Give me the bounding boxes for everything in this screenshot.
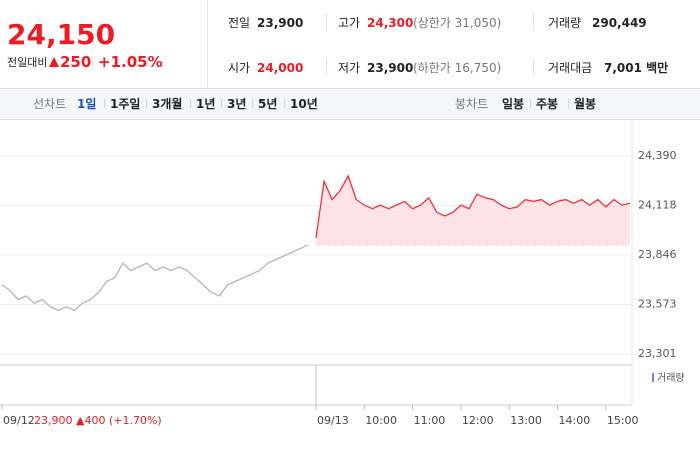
separator [533,13,534,31]
prev-close: 23,900 [257,16,304,30]
tab-divider: | [283,98,287,109]
open-label: 시가 [228,61,251,75]
open: 24,000 [257,61,304,75]
x-tick-label: 11:00 [414,414,446,427]
line [315,174,631,238]
change-label: 전일대비 [7,56,48,69]
tab[interactable]: 1년 [196,97,216,111]
y-tick-label: 23,573 [638,297,677,310]
tab: 선차트 [33,97,67,111]
tab[interactable]: 10년 [290,97,318,111]
volume-legend-swatch [652,373,654,382]
y-tick-label: 23,846 [638,248,677,261]
low-label: 저가 [338,61,361,75]
tab-divider: | [529,98,533,109]
low: 23,900 [367,61,414,75]
separator [533,58,534,76]
quote-panel: 24,150 전일대비 250 | +1.05% 전일 23,900 고가 24… [0,0,700,89]
chart: 23,301 23,573 23,846 24,118 24,390 09/12 09/13… [0,120,685,427]
amount-label: 거래대금 [548,61,593,75]
lower-limit: (하한가 16,750) [413,61,502,75]
x-tick-label: 13:00 [510,414,542,427]
price: 24,150 [7,18,116,51]
tab[interactable]: 3개월 [152,97,183,111]
high: 24,300 [367,16,414,30]
volume-label: 거래량 [548,16,582,30]
area-fill [316,176,630,246]
divider: | [91,55,96,69]
high-label: 고가 [338,16,361,30]
tab[interactable]: 월봉 [574,97,597,111]
tab[interactable]: 5년 [258,97,278,111]
tab-divider: | [220,98,224,109]
volume: 290,449 [592,16,647,30]
tab-divider: | [251,98,255,109]
x-tick-label: 10:00 [365,414,397,427]
volume-legend: 거래량 [657,372,685,384]
x-tick-label: 09/12 [3,414,35,427]
tab-divider: | [145,98,149,109]
tab[interactable]: 주봉 [536,97,559,111]
upper-limit: (상한가 31,050) [413,16,502,30]
amount: 7,001 백만 [604,61,669,75]
line [1,244,309,312]
x-tick-label: 15:00 [607,414,639,427]
tab[interactable]: 일봉 [502,97,525,111]
y-tick-label: 24,390 [638,149,677,162]
tab[interactable]: 1일 [77,97,97,111]
y-tick-label: 23,301 [638,347,677,360]
up-arrow [49,57,59,67]
tab-divider: | [567,98,571,109]
prev-close-label: 전일 [228,16,251,30]
x-tick-label: 14:00 [559,414,591,427]
tab-divider: | [189,98,193,109]
prev-summary: 23,900 ▲400 (+1.70%) [34,414,162,427]
tab[interactable]: 1주일 [110,97,141,111]
change: 250 [60,53,92,71]
tab-bar: 선차트 1일 1주일 | 3개월 | 1년 | 3년 | 5년 | 10년 | 봉차트 일봉 주봉 | 월봉 | [0,89,700,120]
separator [326,13,327,31]
x-tick-label: 09/13 [317,414,349,427]
y-tick-label: 24,118 [638,198,677,211]
separator [326,58,327,76]
tab-divider: | [103,98,107,109]
tab: 봉차트 [455,97,489,111]
x-tick-label: 12:00 [462,414,494,427]
change-rate: +1.05% [98,53,163,71]
price-box [0,0,208,88]
tab[interactable]: 3년 [227,97,247,111]
